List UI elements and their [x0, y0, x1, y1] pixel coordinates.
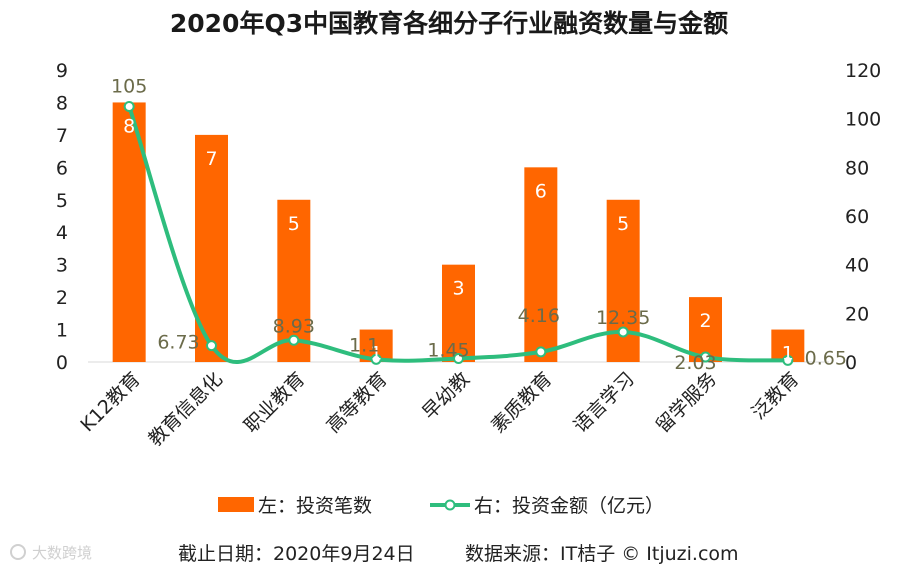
bar	[524, 167, 558, 362]
legend: 左：投资笔数 右：投资金额（亿元）	[218, 495, 664, 517]
line-data-labels: 105 6.73 8.93 1.1 1.45 4.16 12.35 2.03 0.65	[111, 76, 847, 375]
bar-value-label: 5	[617, 213, 629, 235]
line-marker	[535, 346, 547, 358]
x-axis-category-label: 语言学习	[569, 368, 638, 437]
bar-value-label: 2	[699, 310, 711, 332]
legend-bar-swatch	[218, 497, 254, 512]
bar-value-label: 7	[205, 148, 217, 170]
left-axis-tick: 2	[56, 287, 68, 309]
right-axis-tick: 40	[845, 255, 869, 277]
watermark-text: 大数跨境	[32, 544, 92, 562]
line-marker	[700, 351, 711, 363]
legend-bar-label: 左：投资笔数	[258, 495, 372, 517]
right-axis-tick: 60	[845, 206, 869, 228]
left-axis-tick: 6	[56, 157, 68, 179]
line-marker	[206, 340, 217, 352]
x-axis-category-label: 早幼教	[418, 368, 474, 424]
left-axis-tick: 7	[56, 125, 68, 147]
line-value-label: 2.03	[674, 352, 716, 374]
x-axis-category-label: K12教育	[76, 368, 144, 436]
line-marker	[453, 352, 464, 364]
line-value-label: 1.1	[349, 334, 379, 356]
legend-line-label: 右：投资金额（亿元）	[474, 495, 664, 517]
right-axis: 0 20 40 60 80 100 120	[845, 60, 881, 374]
bar-data-labels: 8 7 5 1 3 6 5 2 1	[123, 115, 794, 364]
x-axis-category-label: 职业教育	[240, 368, 309, 437]
right-axis-tick: 80	[845, 157, 869, 179]
line-value-label: 6.73	[157, 332, 199, 354]
chart-title: 2020年Q3中国教育各细分子行业融资数量与金额	[170, 9, 728, 38]
bar-value-label: 1	[370, 343, 382, 365]
line-value-label: 105	[111, 76, 147, 98]
watermark: 大数跨境	[10, 544, 92, 562]
line-value-label: 4.16	[518, 305, 560, 327]
footer-date: 截止日期：2020年9月24日	[178, 543, 415, 565]
x-axis-category-label: 泛教育	[747, 368, 803, 424]
right-axis-tick: 20	[845, 303, 869, 325]
legend-line-marker	[444, 499, 456, 511]
left-axis-tick: 1	[56, 320, 68, 342]
x-axis-category-label: 教育信息化	[144, 368, 227, 451]
line-marker	[123, 101, 135, 112]
left-axis: 0 1 2 3 4 5 6 7 8 9	[56, 60, 68, 374]
bar	[689, 297, 722, 362]
line-series	[123, 101, 794, 366]
line-value-label: 1.45	[427, 339, 469, 361]
bar	[442, 264, 475, 362]
line-value-label: 0.65	[805, 347, 847, 369]
bar-value-label: 5	[288, 213, 300, 235]
footer-source: 数据来源：IT桔子 © Itjuzi.com	[465, 543, 739, 565]
left-axis-tick: 4	[56, 222, 68, 244]
line-value-label: 12.35	[596, 307, 650, 329]
left-axis-tick: 3	[56, 255, 68, 277]
bar-value-label: 3	[452, 278, 464, 300]
bar-value-label: 1	[782, 343, 794, 365]
x-axis-category-label: 高等教育	[322, 368, 391, 437]
watermark-logo-icon	[10, 544, 26, 560]
x-axis-categories: K12教育 教育信息化 职业教育 高等教育 早幼教 素质教育 语言学习 留学服务 泛教育	[76, 368, 803, 451]
line-value-label: 8.93	[273, 315, 315, 337]
right-axis-tick: 120	[845, 60, 881, 82]
x-axis-category-label: 素质教育	[487, 368, 556, 437]
x-axis-category-label: 留学服务	[652, 368, 721, 437]
line-marker	[617, 326, 629, 338]
line-marker	[370, 353, 382, 365]
left-axis-tick: 8	[56, 92, 68, 114]
line-marker	[782, 354, 794, 366]
right-axis-tick: 0	[845, 352, 857, 374]
line-marker	[288, 334, 300, 346]
left-axis-tick: 0	[56, 352, 68, 374]
left-axis-tick: 9	[56, 60, 68, 82]
bar-value-label: 8	[123, 115, 135, 137]
footer: 截止日期：2020年9月24日 数据来源：IT桔子 © Itjuzi.com	[178, 543, 739, 565]
right-axis-tick: 100	[845, 109, 881, 131]
bar-value-label: 6	[535, 180, 547, 202]
left-axis-tick: 5	[56, 190, 68, 212]
